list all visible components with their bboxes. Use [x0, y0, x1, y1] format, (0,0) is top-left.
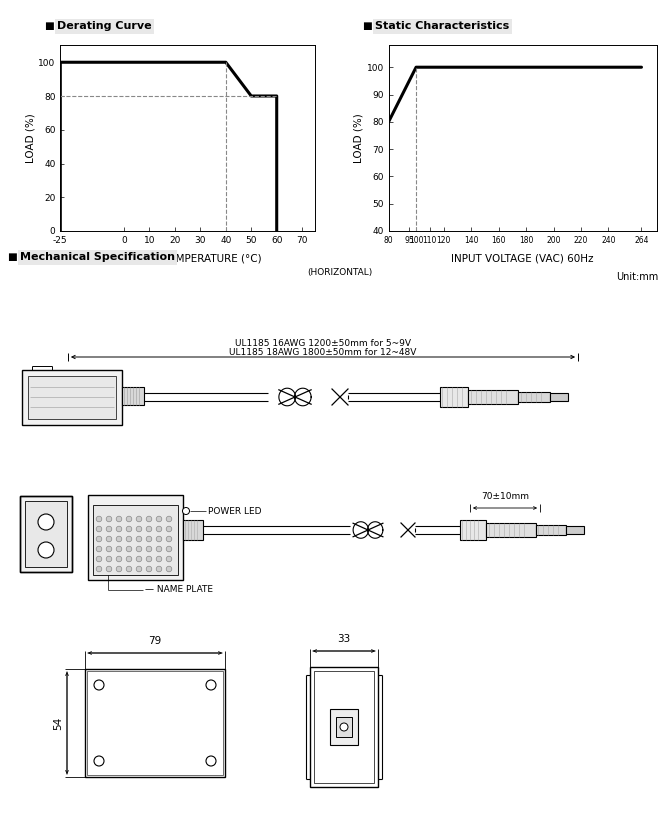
- Circle shape: [136, 536, 142, 542]
- Circle shape: [96, 566, 102, 572]
- Circle shape: [96, 546, 102, 552]
- Circle shape: [156, 546, 161, 552]
- Bar: [486, 523, 536, 537]
- Text: 79: 79: [148, 636, 161, 646]
- Circle shape: [126, 516, 132, 521]
- Circle shape: [136, 546, 142, 552]
- Text: ■: ■: [44, 21, 54, 31]
- Circle shape: [136, 566, 142, 572]
- Circle shape: [146, 516, 152, 521]
- Circle shape: [96, 556, 102, 562]
- Text: ■: ■: [7, 252, 17, 262]
- Circle shape: [146, 526, 152, 532]
- Text: UL1185 18AWG 1800±50mm for 12~48V: UL1185 18AWG 1800±50mm for 12~48V: [229, 347, 417, 356]
- Circle shape: [126, 556, 132, 562]
- Text: UL1185 16AWG 1200±50mm for 5~9V: UL1185 16AWG 1200±50mm for 5~9V: [235, 338, 411, 347]
- Circle shape: [38, 514, 54, 530]
- Circle shape: [107, 526, 112, 532]
- Circle shape: [126, 546, 132, 552]
- Bar: [25, 501, 67, 567]
- Text: 54: 54: [53, 716, 63, 729]
- Bar: [20, 496, 72, 572]
- Text: ■: ■: [362, 21, 372, 31]
- Circle shape: [107, 516, 112, 521]
- Y-axis label: LOAD (%): LOAD (%): [25, 113, 36, 163]
- Circle shape: [96, 526, 102, 532]
- Circle shape: [136, 556, 142, 562]
- X-axis label: INPUT VOLTAGE (VAC) 60Hz: INPUT VOLTAGE (VAC) 60Hz: [452, 253, 594, 263]
- Circle shape: [107, 556, 112, 562]
- Y-axis label: LOAD (%): LOAD (%): [354, 113, 364, 163]
- Text: POWER LED: POWER LED: [208, 507, 261, 516]
- Bar: [440, 387, 468, 407]
- Circle shape: [166, 556, 172, 562]
- Circle shape: [166, 526, 172, 532]
- Bar: [28, 376, 116, 419]
- Text: — NAME PLATE: — NAME PLATE: [145, 586, 213, 595]
- Bar: [468, 390, 518, 404]
- Text: 70±10mm: 70±10mm: [481, 492, 529, 501]
- Circle shape: [126, 536, 132, 542]
- Circle shape: [116, 526, 122, 532]
- Circle shape: [156, 536, 161, 542]
- Circle shape: [206, 680, 216, 690]
- Circle shape: [206, 756, 216, 766]
- X-axis label: AMBIENT TEMPERATURE (°C): AMBIENT TEMPERATURE (°C): [113, 253, 262, 263]
- Circle shape: [156, 526, 161, 532]
- Circle shape: [166, 536, 172, 542]
- Circle shape: [38, 542, 54, 558]
- Bar: [336, 717, 352, 737]
- Text: Static Characteristics: Static Characteristics: [375, 21, 509, 31]
- Text: 33: 33: [338, 634, 350, 644]
- Bar: [310, 667, 378, 787]
- Circle shape: [156, 566, 161, 572]
- Circle shape: [107, 546, 112, 552]
- Circle shape: [96, 536, 102, 542]
- Text: (HORIZONTAL): (HORIZONTAL): [308, 268, 373, 277]
- Circle shape: [166, 566, 172, 572]
- Bar: [536, 525, 566, 535]
- Bar: [88, 495, 183, 580]
- Circle shape: [126, 526, 132, 532]
- Bar: [93, 505, 178, 575]
- Bar: [314, 671, 374, 783]
- Circle shape: [146, 556, 152, 562]
- Bar: [518, 392, 550, 402]
- Circle shape: [94, 756, 104, 766]
- Circle shape: [116, 566, 122, 572]
- Circle shape: [146, 546, 152, 552]
- Circle shape: [166, 516, 172, 521]
- Circle shape: [107, 566, 112, 572]
- Bar: [20, 496, 72, 572]
- Text: Unit:mm: Unit:mm: [616, 272, 658, 282]
- Circle shape: [340, 723, 348, 731]
- Bar: [87, 671, 223, 775]
- Circle shape: [96, 516, 102, 521]
- Bar: [22, 370, 122, 425]
- Circle shape: [116, 536, 122, 542]
- Circle shape: [94, 680, 104, 690]
- Circle shape: [116, 546, 122, 552]
- Text: Derating Curve: Derating Curve: [57, 21, 151, 31]
- Bar: [183, 520, 203, 540]
- Circle shape: [166, 546, 172, 552]
- Circle shape: [156, 516, 161, 521]
- Circle shape: [126, 566, 132, 572]
- Bar: [85, 669, 225, 777]
- Circle shape: [116, 556, 122, 562]
- Text: Mechanical Specification: Mechanical Specification: [20, 252, 175, 262]
- Circle shape: [136, 526, 142, 532]
- Bar: [550, 393, 568, 401]
- Circle shape: [156, 556, 161, 562]
- Circle shape: [146, 536, 152, 542]
- Circle shape: [146, 566, 152, 572]
- Bar: [460, 520, 486, 540]
- Bar: [122, 387, 144, 405]
- Circle shape: [182, 507, 190, 515]
- Circle shape: [136, 516, 142, 521]
- Circle shape: [116, 516, 122, 521]
- Bar: [566, 526, 584, 534]
- Circle shape: [107, 536, 112, 542]
- Bar: [330, 709, 358, 745]
